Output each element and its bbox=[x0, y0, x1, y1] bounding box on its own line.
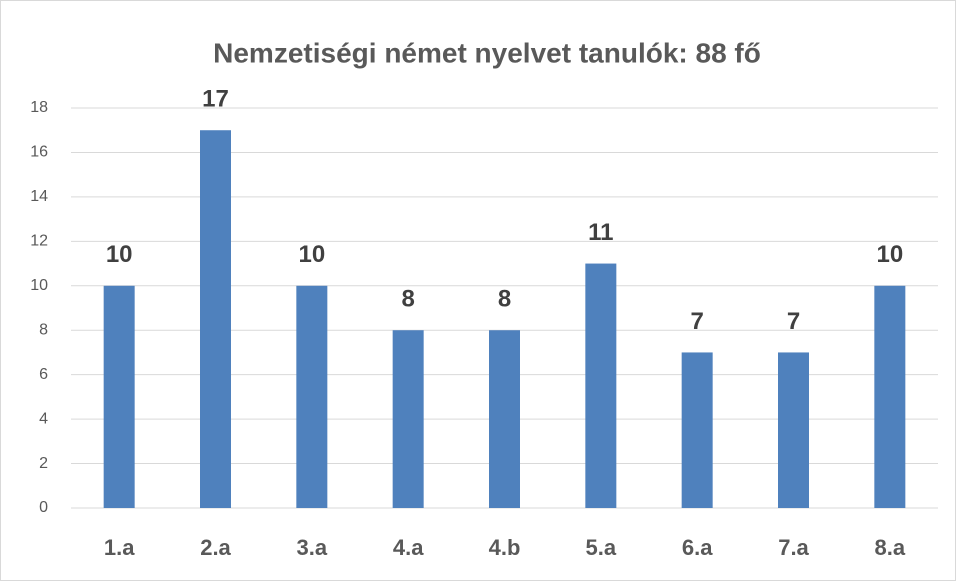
y-tick-label: 2 bbox=[39, 455, 48, 472]
y-tick-label: 16 bbox=[30, 144, 48, 161]
x-tick-label: 4.a bbox=[393, 535, 424, 560]
y-tick-label: 14 bbox=[30, 188, 48, 205]
data-label: 7 bbox=[787, 308, 800, 335]
y-tick-label: 10 bbox=[30, 277, 48, 294]
y-tick-label: 8 bbox=[39, 321, 48, 338]
bar bbox=[200, 130, 231, 508]
data-label: 11 bbox=[588, 219, 613, 246]
data-label: 10 bbox=[106, 241, 133, 268]
bar bbox=[103, 285, 135, 508]
x-tick-label: 6.a bbox=[682, 535, 713, 560]
y-tick-label: 6 bbox=[39, 366, 48, 383]
bar bbox=[585, 263, 617, 508]
data-label: 8 bbox=[401, 286, 414, 313]
chart-title: Nemzetiségi német nyelvet tanulók: 88 fő bbox=[213, 37, 761, 68]
y-tick-label: 12 bbox=[30, 233, 48, 250]
bar bbox=[681, 352, 713, 508]
data-label: 17 bbox=[202, 86, 229, 113]
data-label: 10 bbox=[298, 241, 325, 268]
x-tick-label: 7.a bbox=[778, 535, 809, 560]
x-tick-label: 4.b bbox=[489, 535, 521, 560]
x-tick-label: 1.a bbox=[104, 535, 135, 560]
x-tick-label: 5.a bbox=[586, 535, 617, 560]
bar bbox=[392, 330, 424, 508]
bar bbox=[489, 330, 520, 508]
data-label: 7 bbox=[690, 308, 703, 335]
x-tick-label: 3.a bbox=[297, 535, 328, 560]
y-tick-label: 0 bbox=[39, 499, 48, 516]
y-tick-label: 4 bbox=[39, 410, 48, 427]
bar bbox=[778, 352, 809, 508]
bar bbox=[874, 285, 906, 508]
x-tick-label: 8.a bbox=[875, 535, 906, 560]
data-label: 10 bbox=[876, 241, 903, 268]
x-tick-label: 2.a bbox=[200, 535, 231, 560]
data-label: 8 bbox=[498, 286, 511, 313]
y-tick-label: 18 bbox=[30, 99, 48, 116]
bar bbox=[296, 285, 328, 508]
